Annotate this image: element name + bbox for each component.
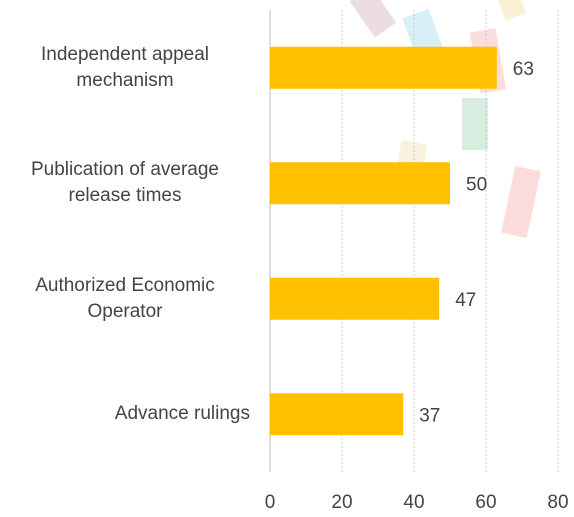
value-label: 37 — [419, 405, 440, 426]
category-label: Publication of average release times — [0, 157, 250, 209]
x-tick-label: 40 — [403, 492, 424, 513]
x-tick-label: 0 — [265, 492, 276, 513]
x-tick-label: 20 — [331, 492, 352, 513]
x-tick-label: 80 — [547, 492, 568, 513]
category-label: Authorized Economic Operator — [0, 273, 250, 325]
value-label: 47 — [455, 290, 476, 311]
value-label: 50 — [466, 174, 487, 195]
category-label: Independent appeal mechanism — [0, 42, 250, 94]
bar — [270, 393, 403, 435]
category-label: Advance rulings — [115, 401, 250, 427]
x-tick-label: 60 — [475, 492, 496, 513]
value-label: 63 — [513, 59, 534, 80]
bar — [270, 162, 450, 204]
bar — [270, 278, 439, 320]
chart: 0 20 40 60 80 63 50 47 37 Independent appeal mec… — [0, 0, 574, 517]
bar — [270, 47, 497, 89]
